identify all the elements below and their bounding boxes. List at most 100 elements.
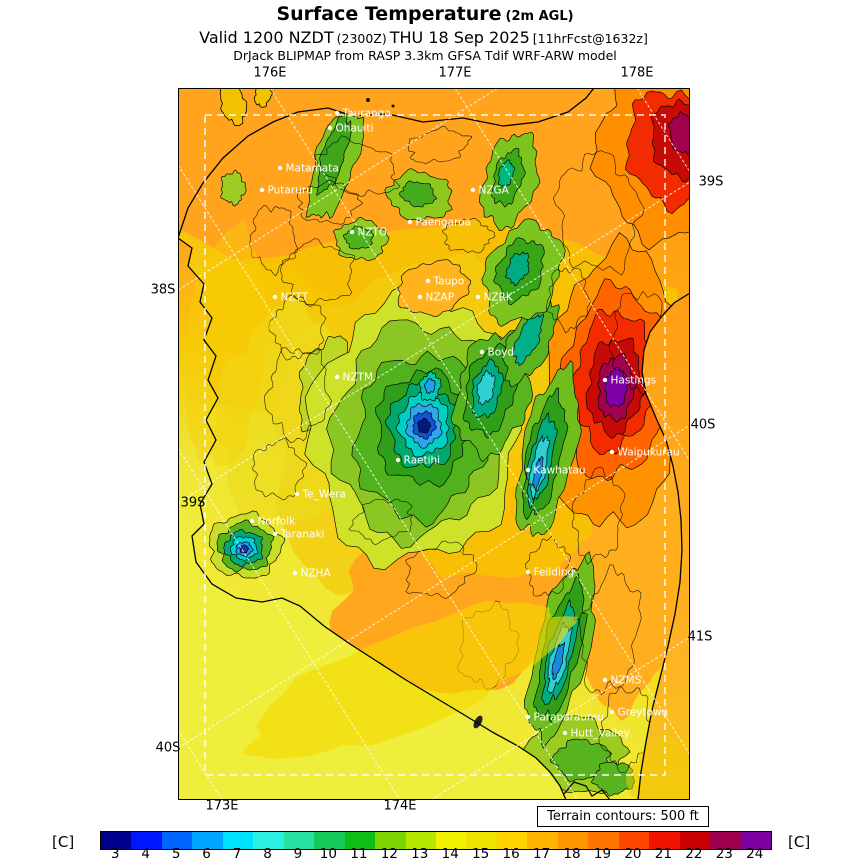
colorbar-cell: [222, 832, 254, 849]
station-label: Paraparaumu: [534, 712, 604, 724]
station-marker: [327, 125, 333, 131]
station-marker: [525, 569, 531, 575]
valid-date: THU 18 Sep 2025: [389, 28, 530, 47]
colorbar-value: 22: [685, 846, 703, 860]
colorbar-value: 3: [110, 846, 120, 860]
station-label: Tauranga: [342, 108, 391, 120]
grid-label: 173E: [205, 798, 239, 814]
header: Surface Temperature (2m AGL) Valid 1200 N…: [0, 0, 850, 63]
colorbar-cell: [710, 832, 741, 849]
colorbar-value: 12: [380, 846, 398, 860]
station-label: Taranaki: [280, 529, 325, 541]
colorbar-cell: [740, 832, 771, 849]
colorbar-cell: [405, 832, 436, 849]
colorbar-value: 6: [202, 846, 211, 860]
station-marker: [272, 531, 278, 537]
station-label: Greytown: [618, 707, 669, 719]
station-marker: [349, 229, 355, 235]
fcst-info: [11hrFcst@1632z]: [532, 31, 648, 46]
station-label: Putaruru: [268, 185, 313, 197]
grid-label: 38S: [150, 282, 176, 298]
station-label: NZTO: [358, 227, 388, 239]
colorbar-value: 16: [502, 846, 520, 860]
station-marker: [425, 278, 431, 284]
station-marker: [334, 374, 340, 380]
temperature-colorbar: [100, 831, 772, 850]
station-marker: [407, 219, 413, 225]
station-marker: [562, 730, 568, 736]
station-marker: [294, 491, 300, 497]
grid-label: 39S: [180, 495, 206, 511]
grid-label: 39S: [698, 174, 724, 190]
colorbar-cell: [192, 832, 223, 849]
station-label: Boyd: [488, 347, 515, 359]
station-marker: [417, 294, 423, 300]
colorbar-cell: [466, 832, 497, 849]
station-marker: [525, 467, 531, 473]
colorbar-cell: [435, 832, 467, 849]
grid-label: 40S: [155, 740, 181, 756]
station-marker: [277, 165, 283, 171]
grid-label: 40S: [690, 417, 716, 433]
plot-title-line: Surface Temperature (2m AGL): [0, 3, 850, 28]
station-marker: [475, 294, 481, 300]
map-svg: Tauranga Ohauiti Matamata Putaruru NZGA Paeng…: [178, 88, 690, 800]
colorbar-cell: [679, 832, 711, 849]
colorbar-cell: [131, 832, 162, 849]
colorbar-value: 5: [171, 846, 181, 860]
colorbar-value: 11: [350, 846, 368, 860]
colorbar-value: 19: [593, 846, 612, 860]
colorbar-value: 21: [654, 846, 672, 860]
colorbar-cell: [557, 832, 589, 849]
colorbar-value: 10: [319, 846, 337, 860]
station-label: NZGA: [479, 185, 510, 197]
station-label: Feilding: [534, 567, 575, 579]
plot-title: Surface Temperature: [276, 3, 502, 25]
station-label: NZHA: [301, 568, 332, 580]
model-line: DrJack BLIPMAP from RASP 3.3km GFSA Tdif…: [233, 48, 617, 63]
station-label: NZRK: [484, 292, 514, 304]
station-label: Ohauiti: [336, 123, 374, 135]
station-label: NZTM: [343, 372, 374, 384]
colorbar-value: 23: [715, 846, 733, 860]
station-marker: [395, 457, 401, 463]
station-label: Matamata: [286, 163, 339, 175]
station-label: Taupo: [433, 276, 465, 288]
grid-label: 41S: [687, 629, 713, 645]
colorbar-cell: [375, 832, 406, 849]
station-marker: [602, 377, 608, 383]
grid-label: 177E: [438, 65, 472, 81]
valid-utc: (2300Z): [336, 31, 387, 46]
station-marker: [249, 518, 255, 524]
colorbar-unit-left: [C]: [52, 833, 75, 851]
colorbar-value: 15: [472, 846, 490, 860]
colorbar-value: 9: [293, 846, 303, 860]
colorbar-value: 4: [141, 846, 150, 860]
station-label: NZMS: [611, 675, 642, 687]
colorbar-cell: [618, 832, 650, 849]
station-marker: [525, 714, 531, 720]
colorbar-cell: [344, 832, 376, 849]
colorbar-cell: [253, 832, 284, 849]
forecast-map: Tauranga Ohauiti Matamata Putaruru NZGA Paeng…: [178, 88, 690, 800]
colorbar-cell: [161, 832, 193, 849]
plot-title-suffix: (2m AGL): [505, 9, 574, 24]
colorbar-value: 17: [532, 846, 551, 860]
valid-prefix: Valid 1200 NZDT: [199, 28, 334, 47]
colorbar-values-row: 3 4 5 6 7 8 9 10 11 12 13 14 15 16 17 18 19 20 21 22 23 24: [100, 846, 770, 860]
colorbar-cell: [649, 832, 680, 849]
colorbar-unit-right: [C]: [788, 833, 811, 851]
station-marker: [479, 349, 485, 355]
terrain-contours-note: Terrain contours: 500 ft: [537, 806, 709, 827]
station-label: Paengaroa: [416, 217, 471, 229]
colorbar-cell: [496, 832, 528, 849]
station-marker: [259, 187, 265, 193]
colorbar-cell: [588, 832, 619, 849]
colorbar-value: 18: [563, 846, 581, 860]
station-label: NZAP: [426, 292, 455, 304]
station-marker: [609, 449, 615, 455]
station-label: Norfolk: [258, 516, 297, 528]
station-label: Te_Wera: [302, 489, 346, 501]
colorbar-value: 8: [263, 846, 272, 860]
